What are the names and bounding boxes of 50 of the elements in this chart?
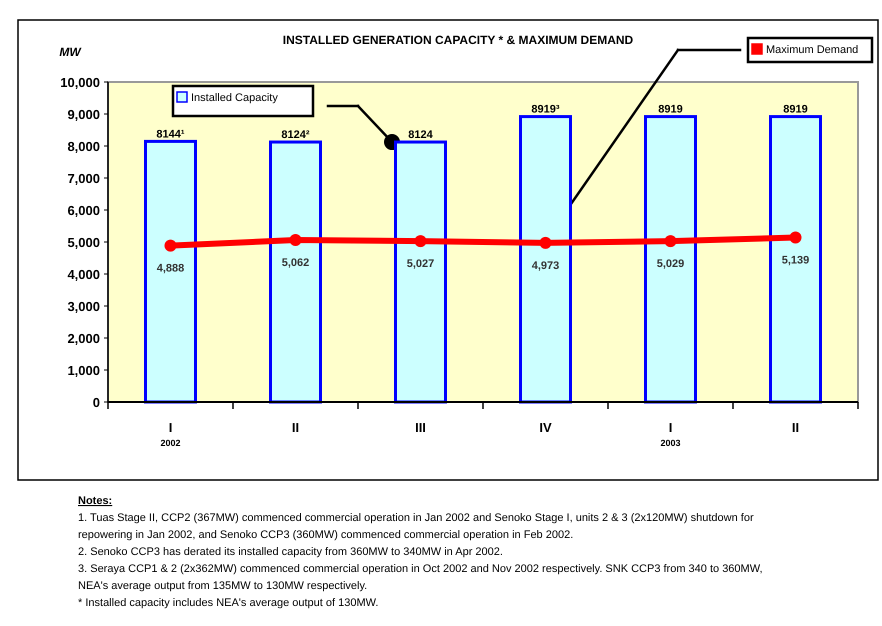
x-tick-label: II xyxy=(292,420,300,435)
y-axis-title: MW xyxy=(59,45,82,59)
bar xyxy=(519,115,572,404)
y-tick-label: 7,000 xyxy=(67,171,100,186)
data-label: 8124² xyxy=(281,129,310,142)
y-tick-label: 3,000 xyxy=(67,299,100,314)
y-tick-label: 9,000 xyxy=(67,107,100,122)
data-label: 4,973 xyxy=(532,260,560,272)
text: 2. Senoko CCP3 has derated its installed capacity from 360MW to 340MW in Apr 2002. xyxy=(78,546,503,558)
point xyxy=(790,232,802,244)
point xyxy=(540,236,552,249)
text: Notes: xyxy=(78,495,112,507)
bar xyxy=(644,115,697,404)
y-tick-label: 2,000 xyxy=(67,331,100,346)
y-tick-label: 6,000 xyxy=(67,203,100,218)
data-label: 4,888 xyxy=(156,262,184,275)
text: 1. Tuas Stage II, CCP2 (367MW) commenced commercial operation in Jan 2002 and Senoko Stage I, units 2 & 3 (2x120MW) shutdown for repowering in Jan 2002, and Senoko CCP3 (360MW) commenced commercial operation in Feb 2002. xyxy=(78,512,754,541)
x-tick-label: III xyxy=(415,420,426,435)
y-tick-label: 5,000 xyxy=(67,235,100,250)
data-label: 8919³ xyxy=(531,104,560,116)
bar xyxy=(769,115,822,404)
bar xyxy=(269,140,322,404)
data-label: 5,139 xyxy=(782,254,810,267)
x-tick-label: I 2002 xyxy=(160,420,181,448)
chart-title: INSTALLED GENERATION CAPACITY * & MAXIMUM DEMAND xyxy=(282,33,634,47)
point xyxy=(290,234,302,246)
data-label: 8919 xyxy=(658,104,683,116)
point xyxy=(664,235,676,248)
data-label: 5,027 xyxy=(406,258,434,270)
y-tick-label: 4,000 xyxy=(67,267,100,282)
text: 3. Seraya CCP1 & 2 (2x362MW) commenced commercial operation in Oct 2002 and Nov 2002 respectively. SNK CCP3 from 340 to 360MW, NEA's average output from 135MW to 130MW respectively. xyxy=(78,563,763,592)
x-tick-label: II xyxy=(792,420,800,435)
data-label: 8919 xyxy=(783,104,808,116)
text: * Installed capacity includes NEA's average output of 130MW. xyxy=(78,597,378,609)
legend-label: Installed Capacity xyxy=(191,92,278,104)
legend-label: Maximum Demand xyxy=(766,44,858,56)
point xyxy=(414,235,426,248)
x-tick-label: IV xyxy=(539,420,552,435)
bar xyxy=(144,140,197,404)
data-label: 5,029 xyxy=(656,258,684,270)
data-label: 8124 xyxy=(408,129,434,142)
data-label: 5,062 xyxy=(282,257,310,270)
point xyxy=(164,240,176,252)
data-label: 8144¹ xyxy=(156,128,185,140)
bar xyxy=(394,140,447,404)
y-tick-label: 8,000 xyxy=(67,139,100,154)
y-tick-label: 0 xyxy=(92,395,100,410)
y-tick-label: 10,000 xyxy=(60,75,100,90)
y-tick-label: 1,000 xyxy=(67,363,100,378)
x-tick-label: I 2003 xyxy=(660,420,681,448)
